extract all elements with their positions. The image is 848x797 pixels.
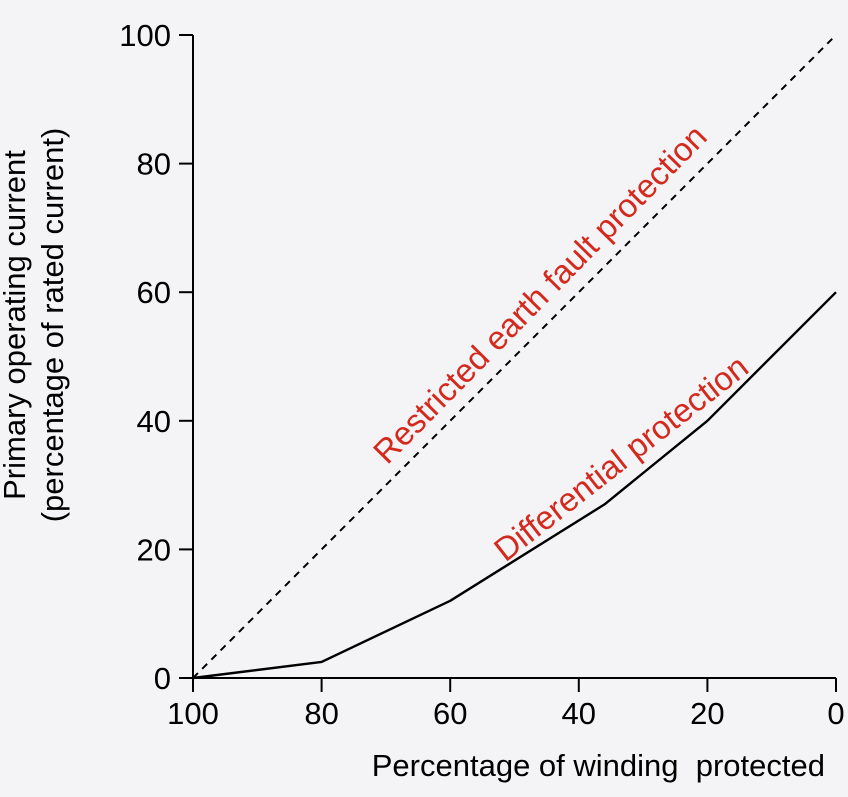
series-line-differential <box>192 291 837 680</box>
x-axis-label: Percentage of winding protected <box>372 748 825 783</box>
x-tick-label: 80 <box>304 696 338 731</box>
y-tick-label: 20 <box>137 532 171 567</box>
series-line-restricted-earth-fault <box>192 34 837 679</box>
x-tick-label: 0 <box>827 696 844 731</box>
x-tick-label: 100 <box>167 696 219 731</box>
y-tick-label: 60 <box>137 275 171 310</box>
ticks: 0 20 40 60 80 100 100 80 60 40 20 0 <box>119 18 844 731</box>
x-tick-label: 60 <box>433 696 467 731</box>
y-tick-label: 40 <box>137 404 171 439</box>
y-tick-label: 100 <box>119 18 171 53</box>
y-tick-label: 0 <box>154 661 171 696</box>
series-layer: Restricted earth fault protectionDiffere… <box>192 34 837 680</box>
x-tick-label: 20 <box>690 696 724 731</box>
x-tick-label: 40 <box>562 696 596 731</box>
y-axis-label-line2: (percentage of rated current) <box>35 128 70 523</box>
y-axis-label-line1: Primary operating current <box>0 150 32 500</box>
y-tick-label: 80 <box>137 147 171 182</box>
axes <box>192 35 836 679</box>
series-label-differential: Differential protection <box>487 348 755 569</box>
